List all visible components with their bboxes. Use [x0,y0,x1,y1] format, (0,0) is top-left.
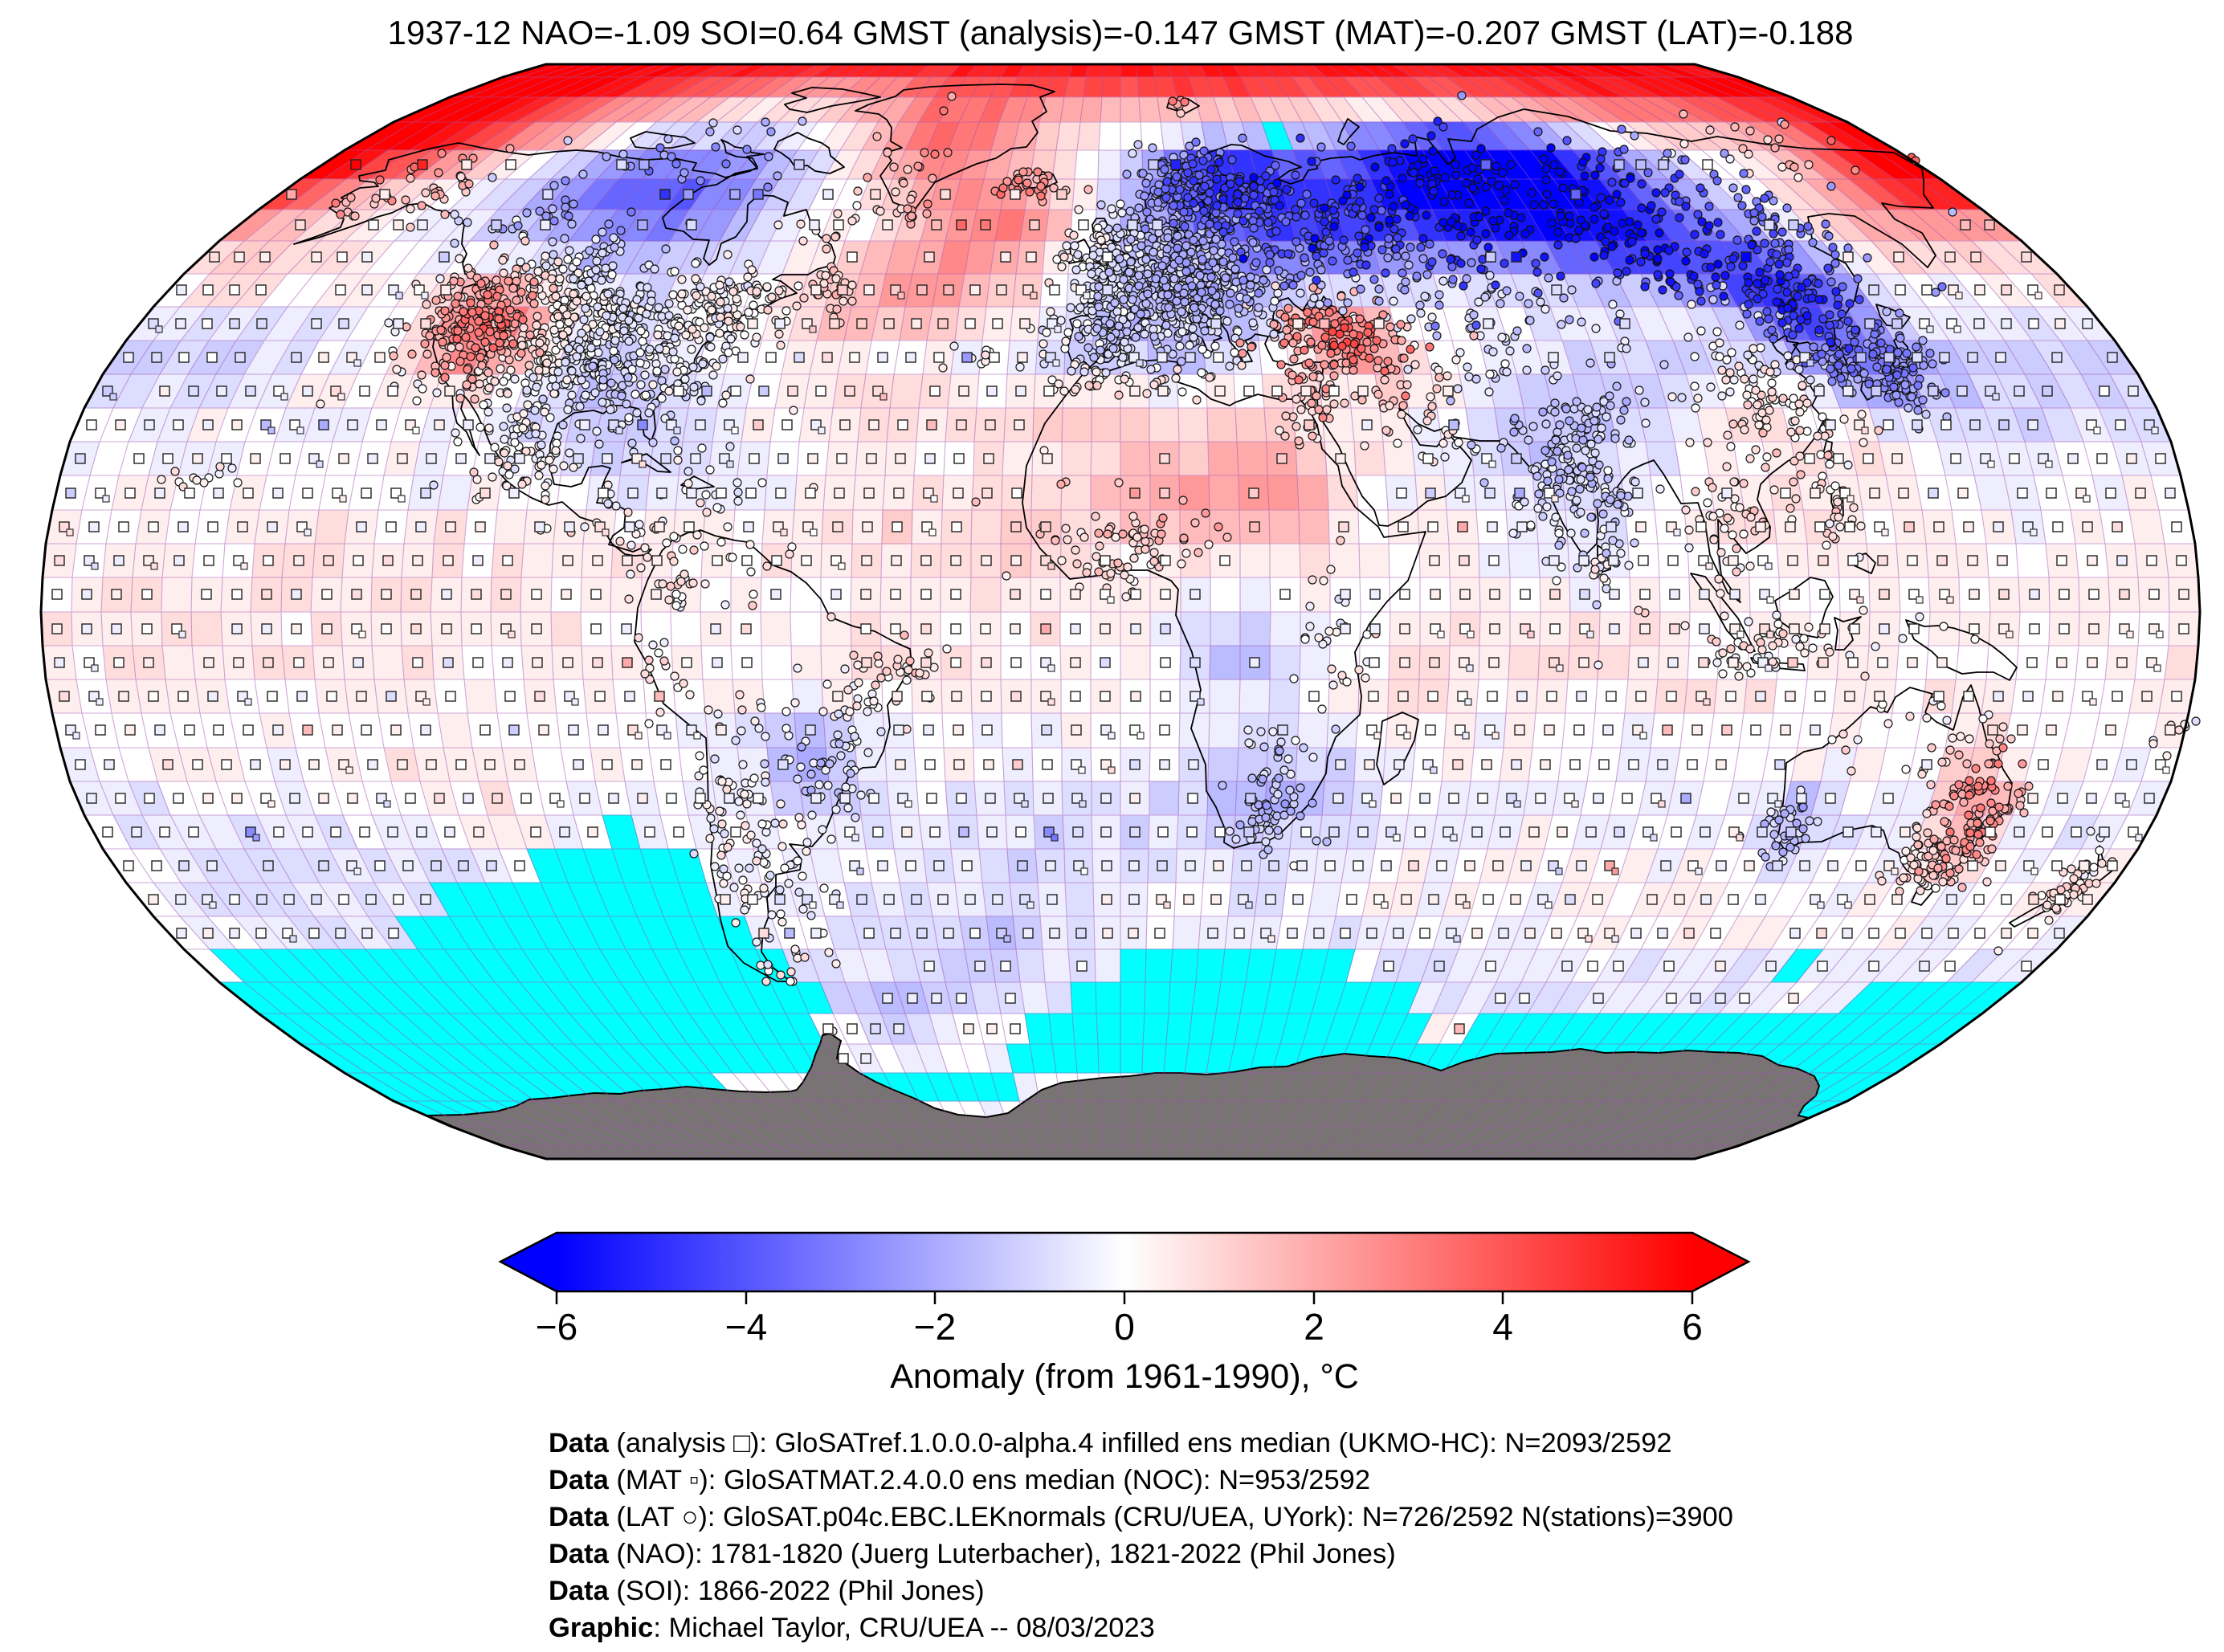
svg-text:1937-12 NAO=-1.09 SOI=0.64 GMS: 1937-12 NAO=-1.09 SOI=0.64 GMST (analysi… [387,14,1853,51]
